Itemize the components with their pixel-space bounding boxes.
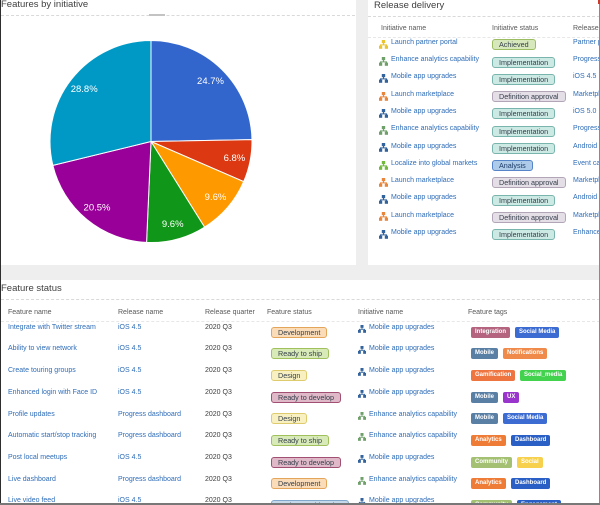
svg-text:9.6%: 9.6%: [205, 192, 227, 203]
svg-text:24.7%: 24.7%: [197, 76, 224, 87]
svg-text:28.8%: 28.8%: [71, 84, 98, 95]
svg-text:6.8%: 6.8%: [224, 153, 246, 164]
svg-text:20.5%: 20.5%: [84, 202, 111, 213]
svg-text:9.6%: 9.6%: [162, 219, 184, 230]
